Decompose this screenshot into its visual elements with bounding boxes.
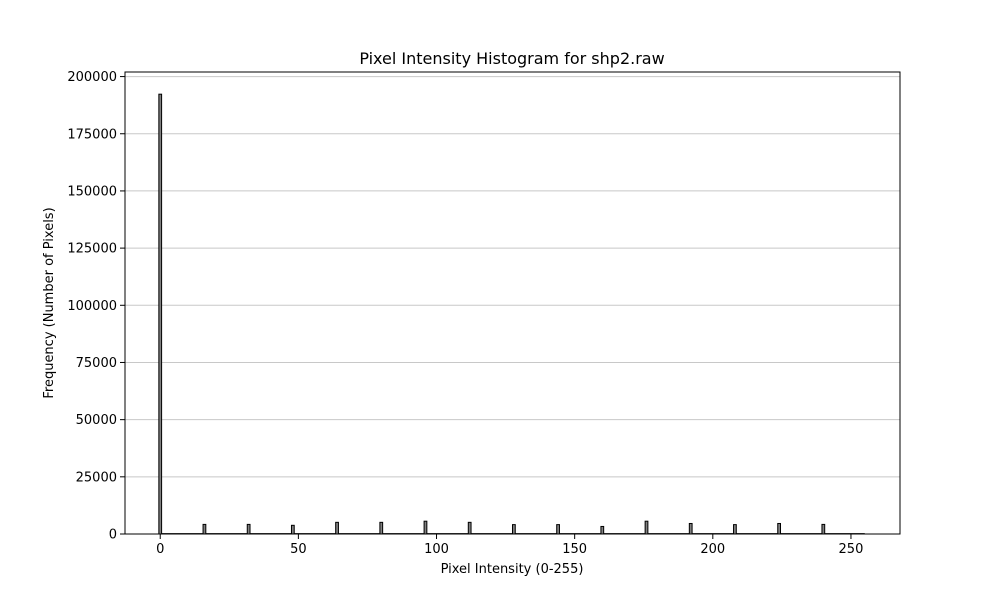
histogram-bar	[335, 521, 339, 535]
histogram-bar	[246, 523, 251, 535]
histogram-bar	[777, 522, 782, 535]
x-tick-label: 150	[562, 542, 587, 557]
histogram-bar	[556, 524, 560, 535]
histogram-bar	[733, 524, 737, 535]
histogram-bar	[423, 520, 428, 535]
histogram-bar	[467, 521, 472, 535]
y-gridlines	[125, 76, 900, 478]
histogram-bar	[158, 93, 163, 535]
histogram-bar	[600, 525, 605, 535]
histogram-bar	[821, 523, 826, 535]
x-tick-label: 200	[700, 542, 725, 557]
x-axis-label: Pixel Intensity (0-255)	[441, 562, 584, 577]
x-tick-label: 0	[156, 542, 164, 557]
x-tick-label: 250	[839, 542, 864, 557]
y-tick-label: 150000	[67, 184, 117, 199]
histogram-bar	[202, 523, 207, 535]
y-tick-label: 175000	[67, 127, 117, 142]
y-tick-label: 50000	[76, 413, 117, 428]
y-axis-ticks: 0 25000 50000 75000 100000 125000 150000 175000…	[67, 70, 125, 543]
y-tick-label: 0	[109, 528, 117, 543]
y-tick-label: 100000	[67, 299, 117, 314]
histogram-bar	[512, 524, 516, 535]
y-tick-label: 125000	[67, 242, 117, 257]
y-tick-label: 75000	[76, 356, 117, 371]
y-axis-label: Frequency (Number of Pixels)	[42, 207, 57, 398]
x-tick-label: 100	[424, 542, 449, 557]
histogram-bar	[644, 520, 649, 535]
x-axis-ticks: 0 50 100 150 200 250	[156, 534, 863, 557]
histogram-bar	[688, 522, 693, 535]
histogram-bar	[379, 521, 384, 535]
plot-frame	[124, 71, 901, 535]
x-tick-label: 50	[290, 542, 307, 557]
y-tick-label: 25000	[76, 470, 117, 485]
chart-title: Pixel Intensity Histogram for shp2.raw	[359, 49, 664, 68]
histogram-bars	[158, 93, 865, 535]
histogram-bar	[290, 524, 295, 535]
y-tick-label: 200000	[67, 70, 117, 85]
